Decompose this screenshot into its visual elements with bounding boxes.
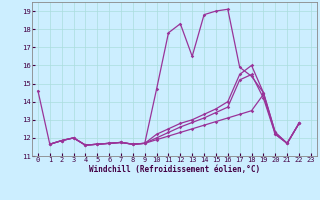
X-axis label: Windchill (Refroidissement éolien,°C): Windchill (Refroidissement éolien,°C): [89, 165, 260, 174]
